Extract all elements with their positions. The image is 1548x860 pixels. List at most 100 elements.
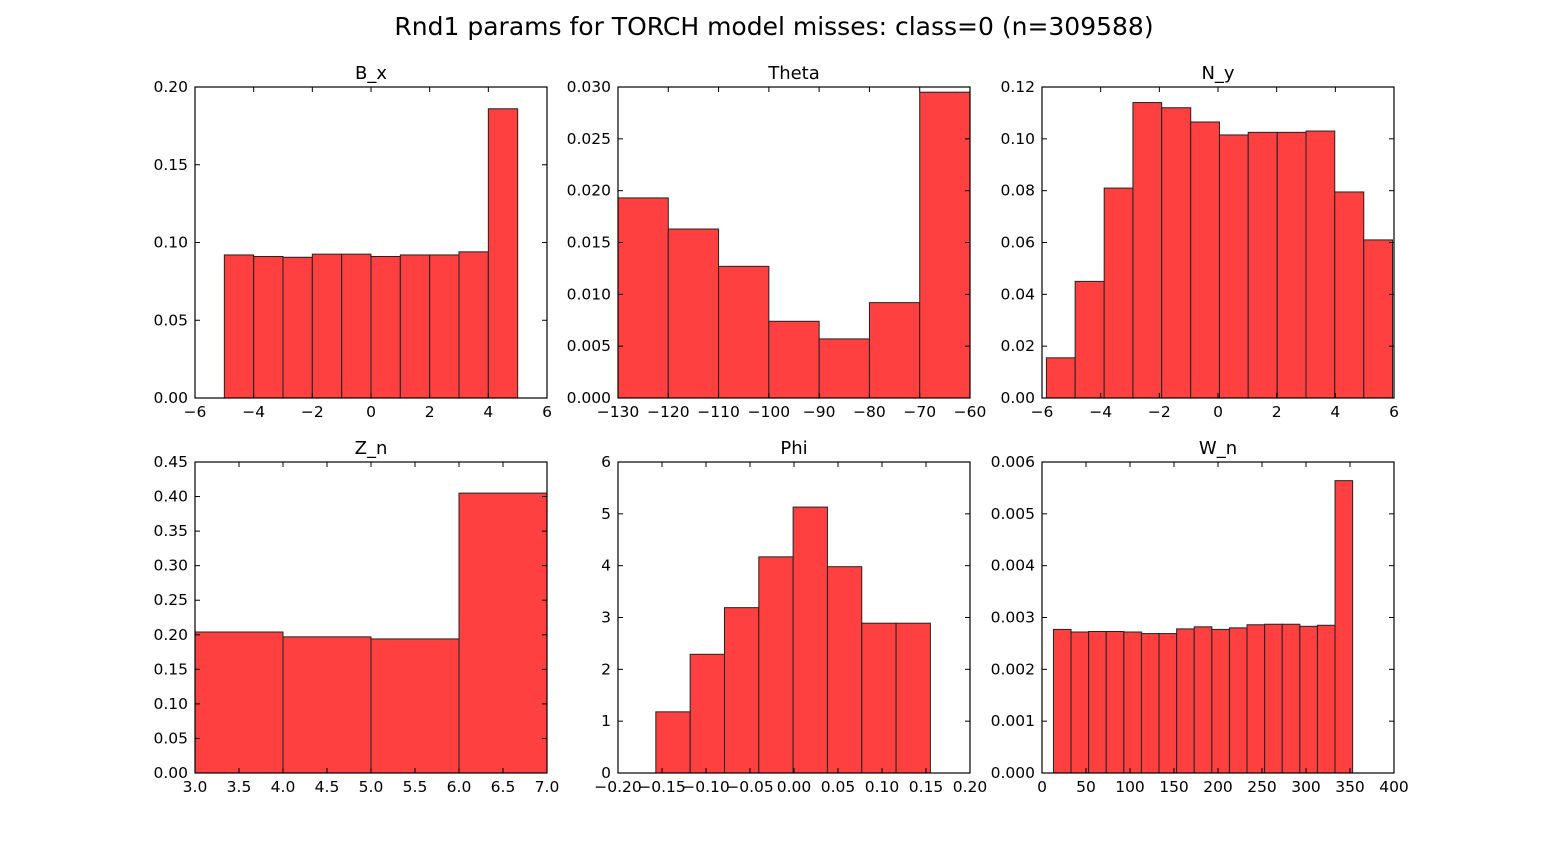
histogram-bar — [1190, 121, 1220, 399]
histogram-bar — [1103, 187, 1134, 399]
histogram-bar — [1123, 631, 1142, 774]
x-tick-label: 250 — [1247, 778, 1277, 796]
y-tick-label: 0.004 — [991, 557, 1035, 575]
y-tick-label: 0.001 — [991, 712, 1035, 730]
histogram-bar — [399, 254, 431, 399]
histogram-bar — [792, 506, 828, 774]
histogram-bar — [370, 255, 401, 399]
x-tick-label: 0 — [1213, 403, 1223, 421]
x-tick-label: 5.5 — [403, 778, 428, 796]
y-tick-label: 0.04 — [1000, 285, 1035, 303]
y-tick-label: 0.10 — [153, 234, 188, 252]
histogram-bar — [1334, 480, 1354, 774]
x-tick-label: 150 — [1159, 778, 1189, 796]
histogram-bar — [1334, 191, 1365, 399]
x-tick-label: −0.10 — [682, 778, 730, 796]
histogram-bar — [1140, 633, 1160, 774]
x-tick-label: 0 — [366, 403, 376, 421]
x-tick-label: 6 — [1389, 403, 1399, 421]
histogram-bar — [689, 653, 725, 774]
y-tick-label: 0.15 — [153, 156, 188, 174]
histogram-bar — [1247, 131, 1278, 399]
histogram-bar — [341, 253, 372, 399]
histogram-bar — [1045, 357, 1076, 399]
histogram-bar — [868, 302, 921, 399]
subplot-theta: −130 −120 −110 −100 −90 −80 −70 −60 0.000 0.005 0.… — [567, 63, 987, 421]
histogram-bar — [655, 711, 691, 774]
histogram-bar — [458, 251, 489, 399]
histogram-bar — [458, 492, 548, 774]
x-tick-label: 0 — [1037, 778, 1047, 796]
x-tick-label: −60 — [954, 403, 987, 421]
y-tick-label: 0.002 — [991, 660, 1035, 678]
y-tick-label: 0.05 — [153, 311, 188, 329]
subplot-title: B_x — [355, 63, 387, 84]
histogram-bar — [311, 253, 343, 399]
x-tick-label: 100 — [1115, 778, 1145, 796]
y-tick-label: 0.025 — [567, 130, 611, 148]
y-tick-label: 6 — [601, 453, 611, 471]
y-tick-label: 0.10 — [153, 695, 188, 713]
histogram-bar — [1218, 134, 1249, 399]
x-tick-label: 0.15 — [909, 778, 944, 796]
x-tick-label: −0.15 — [638, 778, 686, 796]
histogram-bar — [1299, 625, 1318, 774]
histogram-bar — [370, 638, 460, 774]
histogram-bar — [1228, 627, 1248, 774]
y-tick-label: 5 — [601, 505, 611, 523]
x-tick-label: 300 — [1291, 778, 1321, 796]
histogram-bar — [1305, 130, 1336, 399]
histogram-bar — [1276, 131, 1307, 399]
x-tick-label: −80 — [853, 403, 886, 421]
y-tick-label: 0.006 — [991, 453, 1035, 471]
y-tick-label: 0.40 — [153, 488, 188, 506]
histogram-bar — [1246, 624, 1266, 774]
subplot-w-n: 0 50 100 150 200 250 300 350 400 0.000 0.001 0.002 0… — [991, 438, 1409, 796]
x-tick-label: 3.0 — [183, 778, 208, 796]
x-tick-label: −4 — [242, 403, 265, 421]
histogram-bar — [826, 566, 863, 774]
histogram-bar — [1105, 630, 1125, 774]
histogram-bar — [1363, 239, 1394, 399]
histogram-bar — [1074, 280, 1105, 399]
y-tick-label: 0.35 — [153, 522, 188, 540]
x-tick-label: 4 — [1330, 403, 1340, 421]
subplot-z-n: 3.0 3.5 4.0 4.5 5.0 5.5 6.0 6.5 7.0 0.00 0.05 0.10 0… — [153, 438, 559, 796]
x-tick-label: 4.0 — [271, 778, 296, 796]
x-tick-label: −0.05 — [726, 778, 774, 796]
subplot-title: N_y — [1201, 63, 1234, 84]
histogram-bar — [253, 255, 284, 399]
x-tick-label: 6 — [542, 403, 552, 421]
x-tick-label: −4 — [1089, 403, 1112, 421]
y-tick-label: 0.20 — [153, 626, 188, 644]
x-tick-label: −100 — [748, 403, 791, 421]
subplot-title: W_n — [1199, 438, 1237, 459]
subplot-title: Phi — [780, 438, 807, 459]
y-tick-label: 0.15 — [153, 660, 188, 678]
y-tick-label: 0.08 — [1000, 182, 1035, 200]
histogram-bar — [429, 254, 460, 399]
histogram-bar — [1176, 628, 1195, 774]
histogram-bar — [758, 556, 794, 774]
histogram-bar — [667, 228, 720, 399]
x-tick-label: 350 — [1335, 778, 1365, 796]
histogram-bar — [768, 320, 820, 399]
histogram-bar — [1161, 107, 1192, 399]
x-tick-label: 5.0 — [359, 778, 384, 796]
y-tick-label: 0 — [601, 764, 611, 782]
histogram-bar — [1158, 633, 1178, 774]
subplot-title: Theta — [767, 63, 820, 84]
histogram-bar — [895, 622, 931, 774]
histogram-bar — [1193, 626, 1213, 774]
y-tick-label: 3 — [601, 609, 611, 627]
y-tick-label: 2 — [601, 660, 611, 678]
histogram-bar — [718, 265, 770, 399]
histogram-bar — [861, 622, 897, 774]
histogram-bar — [1316, 624, 1336, 774]
y-tick-label: 4 — [601, 557, 611, 575]
y-tick-label: 0.25 — [153, 591, 188, 609]
y-tick-label: 0.030 — [567, 78, 611, 96]
x-tick-label: 0.20 — [953, 778, 988, 796]
histogram-bar — [1070, 631, 1090, 774]
